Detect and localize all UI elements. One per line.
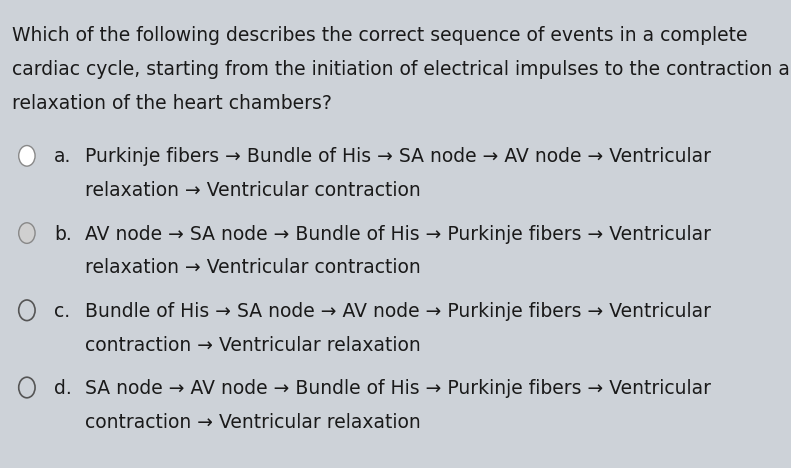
Text: relaxation → Ventricular contraction: relaxation → Ventricular contraction bbox=[85, 258, 421, 278]
Text: Which of the following describes the correct sequence of events in a complete: Which of the following describes the cor… bbox=[12, 26, 747, 45]
Text: d.: d. bbox=[54, 379, 71, 398]
Text: a.: a. bbox=[54, 147, 71, 167]
Ellipse shape bbox=[19, 223, 35, 243]
Text: AV node → SA node → Bundle of His → Purkinje fibers → Ventricular: AV node → SA node → Bundle of His → Purk… bbox=[85, 225, 711, 244]
Ellipse shape bbox=[21, 149, 28, 158]
Text: contraction → Ventricular relaxation: contraction → Ventricular relaxation bbox=[85, 336, 421, 355]
Text: contraction → Ventricular relaxation: contraction → Ventricular relaxation bbox=[85, 413, 421, 432]
Text: relaxation → Ventricular contraction: relaxation → Ventricular contraction bbox=[85, 181, 421, 200]
Text: Purkinje fibers → Bundle of His → SA node → AV node → Ventricular: Purkinje fibers → Bundle of His → SA nod… bbox=[85, 147, 711, 167]
Text: relaxation of the heart chambers?: relaxation of the heart chambers? bbox=[12, 94, 331, 113]
Text: c.: c. bbox=[54, 302, 70, 321]
Ellipse shape bbox=[19, 146, 35, 166]
Text: SA node → AV node → Bundle of His → Purkinje fibers → Ventricular: SA node → AV node → Bundle of His → Purk… bbox=[85, 379, 711, 398]
Text: b.: b. bbox=[54, 225, 71, 244]
Text: cardiac cycle, starting from the initiation of electrical impulses to the contra: cardiac cycle, starting from the initiat… bbox=[12, 60, 791, 79]
Text: Bundle of His → SA node → AV node → Purkinje fibers → Ventricular: Bundle of His → SA node → AV node → Purk… bbox=[85, 302, 711, 321]
